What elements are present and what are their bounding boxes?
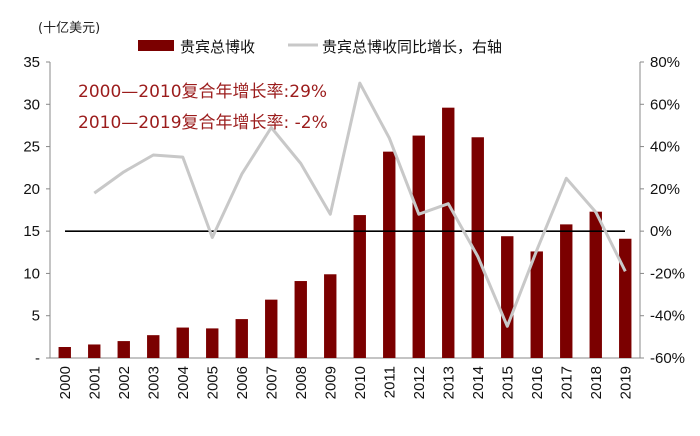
y-right-tick-label: 40% [650,139,680,156]
x-tick-label: 2000 [57,366,74,399]
x-tick-label: 2016 [529,366,546,399]
y-left-tick-label: 10 [23,265,40,282]
bar-2006 [235,319,248,358]
x-tick-label: 2008 [293,366,310,399]
bar-2013 [442,107,455,358]
legend-swatch-bar [138,40,174,51]
y-right-tick-label: 60% [650,96,680,113]
bar-2003 [147,335,160,358]
y-left-tick-label: 35 [23,54,40,71]
y-left-tick-label: 5 [32,308,40,325]
x-tick-label: 2019 [617,366,634,399]
y-right-tick-label: -20% [650,265,685,282]
y-right-tick-label: -60% [650,350,685,367]
legend-label-line: 贵宾总博收同比增长，右轴 [322,38,502,56]
bar-2010 [353,215,366,358]
annotation-cagr-2000-2010: 2000—2010复合年增长率:29% [78,82,327,102]
x-tick-label: 2001 [86,366,103,399]
bar-2019 [619,238,632,358]
y-right-tick-label: 20% [650,181,680,198]
bar-2004 [176,327,189,358]
unit-label: (十亿美元) [38,21,100,36]
plot-area: - 5 10 15 20 25 30 35 -60% -40% -20% 0% 20% 40% 60% 80%… [23,54,685,399]
x-tick-label: 2004 [175,366,192,399]
bar-2001 [88,344,101,358]
bar-2014 [471,137,484,358]
growth-line [93,81,627,328]
x-tick-label: 2007 [263,366,280,399]
x-tick-label: 2010 [352,366,369,399]
x-tick-label: 2006 [234,366,251,399]
y-left-tick-label: 30 [23,96,40,113]
bar-2015 [501,236,514,358]
x-tick-label: 2013 [440,366,457,399]
bar-2011 [383,151,396,358]
bar-2016 [530,251,543,358]
y-left-tick-label: 15 [23,223,40,240]
y-left-tick-label: 20 [23,181,40,198]
bar-2012 [412,135,425,358]
y-right-tick-label: 0% [650,223,672,240]
x-tick-label: 2002 [116,366,133,399]
annotation-cagr-2010-2019: 2010—2019复合年增长率: -2% [78,113,328,133]
y-left-tick-label: - [35,350,40,367]
bar-2007 [265,299,278,358]
x-tick-label: 2011 [381,366,398,398]
bar-2000 [58,347,71,358]
bar-2018 [589,211,602,358]
bar-2005 [206,328,219,358]
x-tick-label: 2009 [322,366,339,399]
x-tick-label: 2017 [558,366,575,399]
x-tick-label: 2015 [499,366,516,399]
bar-2008 [294,281,307,358]
y-right-tick-label: -40% [650,308,685,325]
legend: 贵宾总博收 贵宾总博收同比增长，右轴 [138,38,502,56]
x-tick-label: 2005 [204,366,221,399]
x-tick-label: 2018 [588,366,605,399]
x-tick-label: 2003 [145,366,162,399]
x-tick-label: 2012 [411,366,428,399]
x-tick-label: 2014 [470,366,487,399]
y-right-tick-label: 80% [650,54,680,71]
y-left-tick-label: 25 [23,139,40,156]
bar-2017 [560,224,573,358]
legend-label-bar: 贵宾总博收 [180,38,255,56]
bar-2002 [117,341,130,358]
bar-2009 [324,274,337,358]
